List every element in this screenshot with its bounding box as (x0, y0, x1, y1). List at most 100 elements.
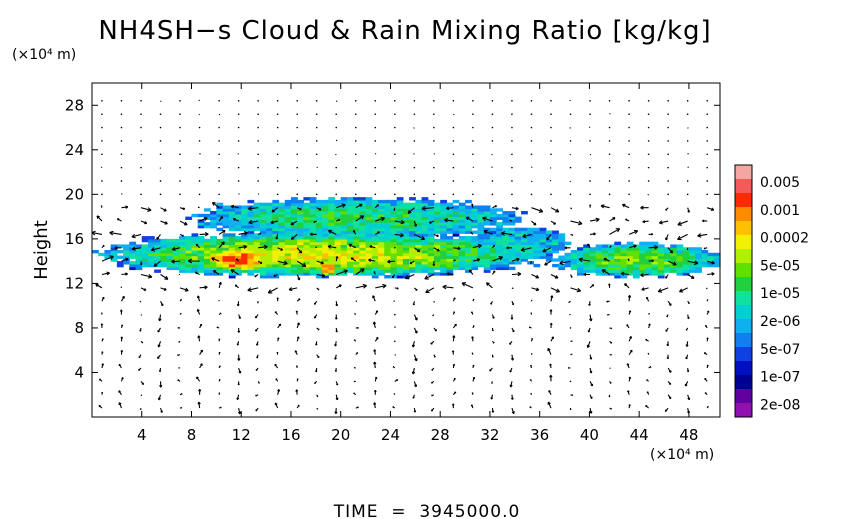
field-cell (670, 266, 678, 271)
field-cell (384, 233, 392, 237)
field-cell (290, 208, 298, 212)
field-cell (558, 241, 566, 246)
wind-vector (270, 220, 278, 224)
field-cell (527, 241, 535, 246)
wind-vector-head (183, 221, 188, 226)
field-cell (608, 272, 615, 276)
y-tick-label: 16 (65, 230, 84, 248)
wind-vector-head (645, 338, 648, 341)
field-cell (452, 199, 460, 204)
field-cell (645, 261, 653, 265)
wind-vector-head (549, 374, 553, 378)
field-cell (328, 266, 336, 271)
field-cell (620, 255, 628, 259)
field-cell (272, 266, 280, 271)
field-cell (328, 211, 336, 215)
field-cell (353, 250, 360, 254)
wind-vector (355, 203, 363, 209)
field-cell (346, 219, 354, 223)
field-cell (465, 244, 472, 248)
field-cell (272, 261, 280, 265)
field-cell (558, 236, 566, 240)
field-cell (695, 255, 702, 259)
field-cell (576, 255, 584, 259)
field-cell (328, 272, 336, 276)
field-cell (458, 261, 466, 265)
field-cell (290, 272, 298, 276)
field-cell (496, 208, 503, 212)
field-cell (390, 233, 398, 237)
field-cell (446, 230, 454, 234)
wind-vector (179, 140, 181, 142)
field-cell (290, 241, 298, 246)
field-cell (197, 266, 205, 271)
field-cell (228, 222, 236, 226)
field-cell (664, 269, 671, 273)
wind-vector (315, 140, 318, 142)
field-cell (284, 266, 292, 271)
field-cell (247, 250, 255, 254)
field-cell (222, 205, 230, 209)
colorbar-swatch (735, 207, 752, 222)
field-cell (241, 219, 249, 223)
field-cell (465, 238, 472, 243)
field-cell (179, 255, 186, 259)
field-cell (409, 266, 416, 271)
wind-vector-head (615, 228, 621, 233)
wind-vector-head (407, 209, 412, 214)
field-cell (620, 258, 628, 262)
wind-vector-head (354, 312, 356, 315)
field-cell (384, 252, 392, 257)
field-cell (402, 224, 410, 229)
field-cell (384, 266, 392, 271)
field-cell (558, 263, 566, 268)
field-cell (657, 266, 665, 271)
field-cell (570, 263, 578, 268)
field-cell (191, 213, 199, 218)
field-cell (272, 216, 280, 220)
wind-vector (290, 220, 298, 226)
wind-vector (237, 180, 240, 182)
field-cell (315, 275, 323, 279)
field-cell (452, 247, 460, 251)
field-cell (471, 258, 479, 262)
wind-vector-head (509, 384, 513, 388)
wind-vector-head (603, 257, 607, 261)
field-cell (266, 247, 273, 251)
field-cell (477, 258, 485, 262)
wind-vector-head (106, 271, 110, 276)
field-cell (657, 255, 665, 259)
field-cell (483, 255, 491, 259)
field-cell (253, 236, 261, 240)
wind-vector-head (511, 411, 515, 415)
wind-vector-head (583, 272, 587, 277)
field-cell (235, 250, 242, 254)
field-cell (384, 211, 392, 215)
wind-vector-head (341, 203, 346, 208)
wind-vector (452, 100, 455, 102)
wind-vector (296, 126, 298, 129)
field-cell (340, 255, 348, 259)
field-cell (601, 266, 609, 271)
wind-vector-head (691, 275, 695, 279)
wind-vector-head (256, 343, 259, 346)
wind-vector-head (297, 322, 300, 326)
wind-vector-head (657, 288, 663, 293)
field-cell (278, 208, 286, 212)
field-cell (701, 252, 709, 257)
x-tick-label: 36 (530, 426, 549, 444)
field-cell (545, 236, 553, 240)
field-cell (235, 222, 242, 226)
field-cell (378, 261, 385, 265)
field-cell (241, 211, 249, 215)
field-cell (402, 255, 410, 259)
field-cell (322, 272, 329, 276)
field-cell (303, 224, 311, 229)
wind-vector-head (180, 312, 182, 314)
field-cell (235, 261, 242, 265)
field-cell (396, 227, 404, 232)
field-cell (247, 269, 255, 273)
field-cell (657, 263, 665, 268)
wind-vector-head (140, 263, 143, 266)
field-cell (179, 252, 186, 257)
